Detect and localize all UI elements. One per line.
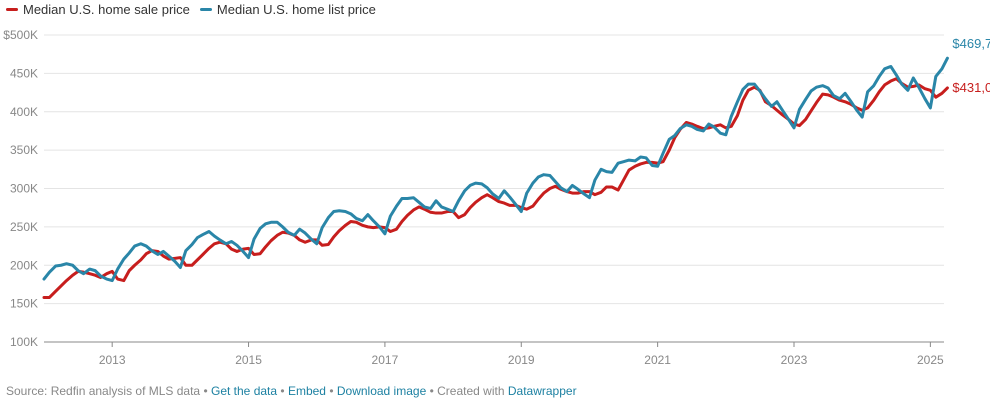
y-tick-label: 250K [10, 220, 38, 234]
line-chart: 100K 150K 200K 250K 300K 350K 400K 450K $500K 201… [3, 28, 990, 367]
y-tick-label: 100K [10, 335, 38, 349]
legend-item-0: Median U.S. home sale price [6, 2, 190, 17]
y-tick-label: 150K [10, 297, 38, 311]
y-tick-label: 200K [10, 258, 38, 272]
x-tick-label: 2025 [917, 353, 944, 367]
legend-label: Median U.S. home list price [216, 1, 376, 17]
legend-item-1: Median U.S. home list price [199, 1, 376, 17]
datawrapper-link[interactable]: Datawrapper [507, 384, 577, 398]
x-tick-label: 2023 [781, 353, 808, 367]
series-end-label-1: $469,729 [952, 36, 990, 51]
x-tick-label: 2019 [508, 353, 535, 367]
chart-legend: Median U.S. home sale price Median U.S. h… [6, 0, 376, 18]
separator: • [429, 384, 434, 398]
x-tick-label: 2013 [99, 353, 126, 367]
y-tick-label: 350K [10, 143, 38, 157]
download-image-link[interactable]: Download image [336, 384, 427, 398]
get-the-data-link[interactable]: Get the data [211, 384, 278, 398]
y-tick-label: 300K [10, 182, 38, 196]
separator: • [329, 384, 334, 398]
legend-label: Median U.S. home sale price [23, 1, 190, 17]
legend-swatch [6, 7, 18, 11]
embed-link[interactable]: Embed [287, 384, 326, 398]
separator: • [203, 384, 208, 398]
created-with-text: Created with [437, 384, 505, 398]
legend-swatch [199, 7, 212, 11]
x-tick-label: 2017 [372, 353, 399, 367]
separator: • [280, 384, 285, 398]
series-line-0 [42, 77, 949, 299]
x-tick-label: 2021 [644, 353, 671, 367]
y-tick-label: $500K [3, 28, 38, 42]
series-line-1 [42, 56, 949, 283]
x-tick-label: 2015 [235, 353, 262, 367]
series-end-label-0: $431,057 [952, 80, 990, 95]
source-note: Source: Redfin analysis of MLS data [6, 384, 201, 398]
y-tick-label: 450K [10, 66, 38, 80]
chart-footer: Source: Redfin analysis of MLS data • Ge… [6, 384, 577, 398]
y-tick-label: 400K [10, 105, 38, 119]
